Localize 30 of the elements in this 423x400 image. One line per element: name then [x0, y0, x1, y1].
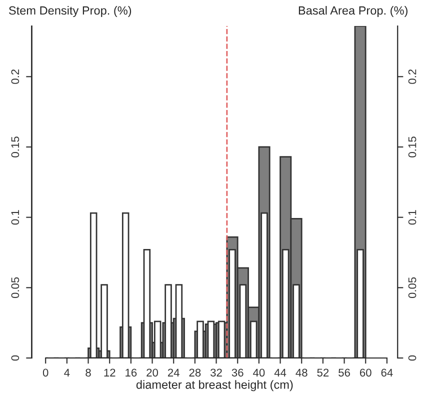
x-tick-label: 0: [42, 368, 48, 377]
x-tick-label: 8: [86, 368, 91, 377]
y2-tick-label: 0.15: [408, 136, 416, 158]
x-tick-label: 56: [338, 368, 350, 377]
x-tick-label: 36: [232, 368, 244, 377]
x-tick-label: 44: [274, 368, 286, 376]
x-tick-label: 40: [253, 368, 265, 377]
x-tick-label: 20: [146, 368, 158, 377]
y2-tick-label: 0.1: [408, 210, 416, 225]
y2-axis-title: Basal Area Prop. (%): [298, 6, 408, 18]
x-tick-label: 4: [64, 368, 70, 376]
y-axis-title: Stem Density Prop. (%): [8, 6, 132, 18]
x-tick-label: 16: [126, 368, 137, 377]
x-tick-label: 24: [168, 368, 180, 376]
x-axis-title: diameter at breast height (cm): [136, 380, 293, 392]
y-tick-label: 0.15: [11, 136, 20, 158]
y2-tick-label: 0: [408, 355, 416, 361]
x-tick-label: 48: [296, 368, 308, 377]
y-tick-label: 0.2: [11, 69, 20, 84]
x-tick-label: 52: [317, 368, 329, 377]
y2-tick-label: 0.05: [408, 277, 416, 298]
y-tick-label: 0.05: [11, 277, 20, 298]
y2-tick-label: 0.2: [408, 69, 416, 84]
x-tick-label: 64: [381, 368, 393, 377]
y-tick-label: 0.1: [11, 210, 20, 225]
x-tick-label: 60: [360, 368, 372, 377]
y-tick-label: 0: [11, 355, 20, 361]
x-tick-label: 12: [104, 368, 116, 376]
x-tick-label: 28: [189, 368, 201, 377]
x-tick-label: 32: [210, 368, 222, 377]
